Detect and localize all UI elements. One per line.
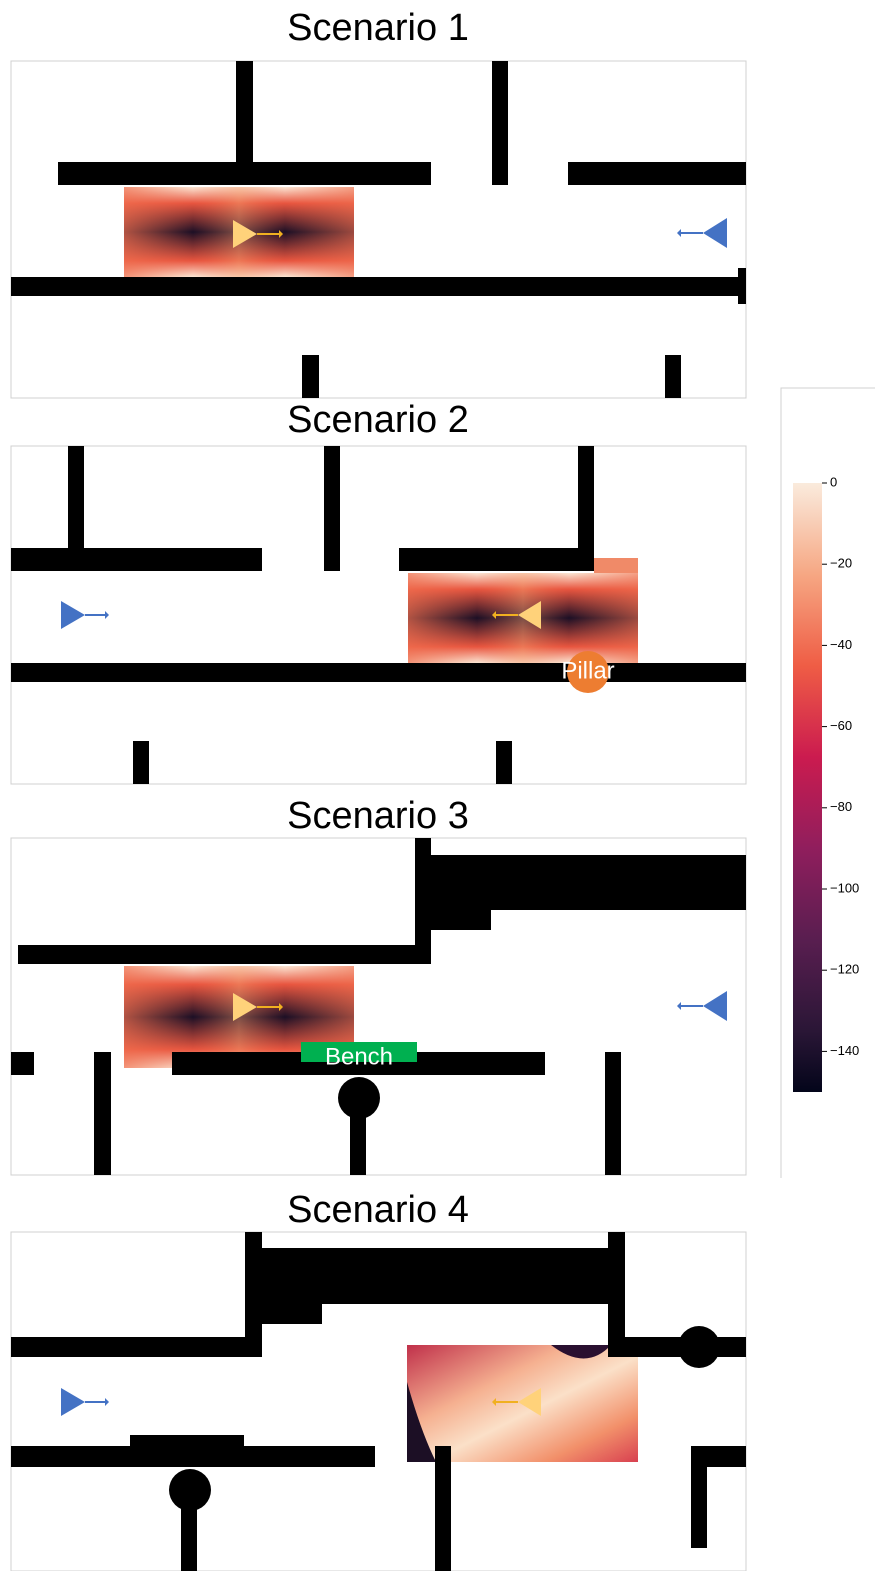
- scenario-title: Scenario 2: [287, 399, 469, 441]
- tick-label: −60: [830, 718, 852, 733]
- scenario-title: Scenario 1: [287, 7, 469, 49]
- obstacle-label: Pillar: [561, 657, 614, 684]
- map: Bench: [10, 837, 747, 1176]
- map: Pillar: [10, 445, 747, 785]
- colorbar-frame: [780, 387, 875, 1178]
- tick-label: −100: [830, 880, 859, 895]
- tick-label: −140: [830, 1043, 859, 1058]
- map: [10, 60, 747, 399]
- tick-label: −40: [830, 637, 852, 652]
- tick-label: −120: [830, 962, 859, 977]
- colorbar: [793, 483, 822, 1092]
- scenario-title: Scenario 4: [287, 1189, 469, 1231]
- tick-label: −80: [830, 799, 852, 814]
- scenario-title: Scenario 3: [287, 795, 469, 837]
- tick-label: −20: [830, 556, 852, 571]
- map: [10, 1231, 747, 1571]
- obstacle-label: Bench: [325, 1043, 393, 1070]
- colorbar-ticks: 0 −20 −40 −60 −80 −100 −120 −140: [822, 474, 859, 1058]
- tick-label: 0: [830, 474, 837, 489]
